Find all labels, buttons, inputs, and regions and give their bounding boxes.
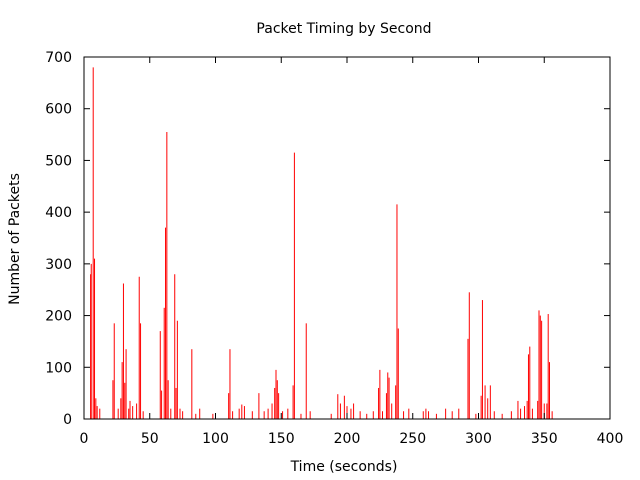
y-tick-label: 100 [45, 360, 72, 376]
y-tick-label: 300 [45, 257, 72, 273]
x-tick-label: 200 [334, 431, 361, 447]
plot-frame [83, 56, 611, 420]
y-tick-label: 200 [45, 309, 72, 325]
y-axis-label: Number of Packets [7, 173, 23, 305]
y-tick-label: 0 [63, 412, 72, 428]
y-tick-label: 400 [45, 205, 72, 221]
bars-group [90, 67, 553, 419]
x-tick-label: 50 [141, 431, 159, 447]
x-tick-label: 350 [531, 431, 558, 447]
x-tick-label: 100 [202, 431, 229, 447]
chart-title: Packet Timing by Second [256, 21, 431, 37]
x-tick-label: 400 [597, 431, 624, 447]
ticks-group: 0 50 100 150 200 250 300 350 400 0 100 200 300 400 500… [45, 50, 623, 447]
x-tick-label: 250 [399, 431, 426, 447]
y-tick-label: 500 [45, 153, 72, 169]
x-tick-label: 300 [465, 431, 492, 447]
x-tick-label: 0 [80, 431, 89, 447]
x-axis-label: Time (seconds) [290, 459, 398, 475]
x-tick-label: 150 [268, 431, 295, 447]
y-tick-label: 600 [45, 102, 72, 118]
y-tick-label: 700 [45, 50, 72, 66]
